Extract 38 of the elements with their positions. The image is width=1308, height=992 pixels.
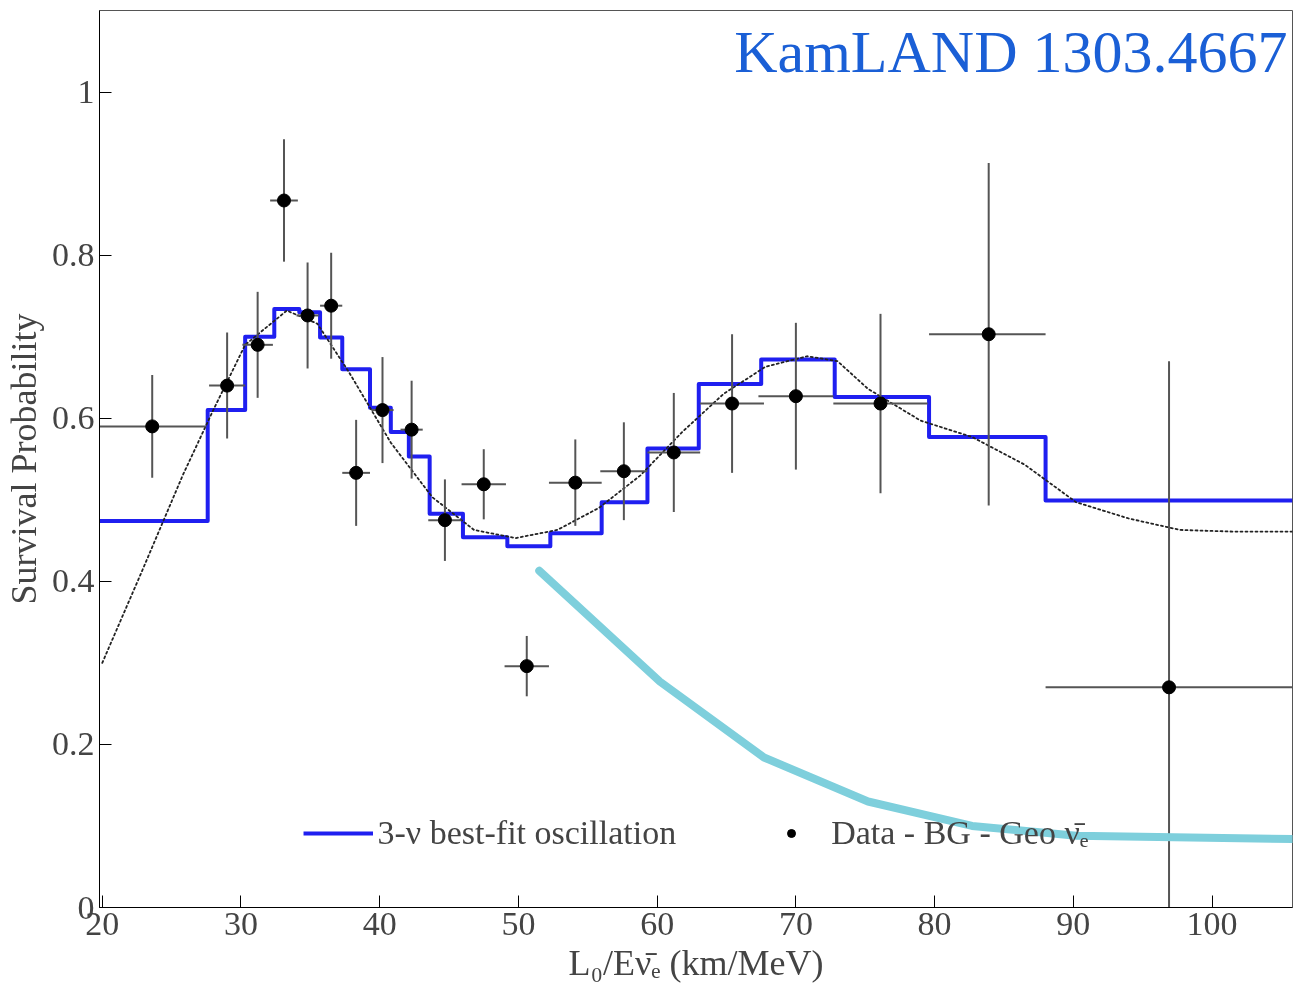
- x-tick-label: 40: [362, 904, 397, 942]
- y-tick-label: 0.4: [52, 562, 95, 600]
- y-tick-label: 0.2: [52, 725, 95, 763]
- point: [324, 298, 339, 313]
- annotation: KamLAND 1303.4667: [734, 18, 1288, 85]
- point: [788, 389, 803, 404]
- point: [1162, 680, 1177, 695]
- y-tick-label: 1: [77, 73, 95, 111]
- point: [981, 327, 996, 342]
- point: [349, 465, 364, 480]
- point: [250, 337, 265, 352]
- x-tick-label: 60: [640, 904, 675, 942]
- y-tick-label: 0.6: [52, 399, 95, 437]
- y-tick-label: 0.8: [52, 236, 95, 274]
- point: [666, 445, 681, 460]
- point: [568, 475, 583, 490]
- point: [220, 378, 235, 393]
- point: [375, 403, 390, 418]
- x-tick-label: 50: [501, 904, 536, 942]
- y-axis-title: Survival Probability: [4, 313, 44, 605]
- x-tick-label: 80: [917, 904, 952, 942]
- point: [519, 659, 534, 674]
- x-tick-label: 70: [778, 904, 813, 942]
- point: [300, 308, 315, 323]
- point: [616, 464, 631, 479]
- point: [277, 193, 291, 208]
- point: [145, 419, 160, 434]
- point: [437, 513, 452, 528]
- line-series: [101, 309, 1293, 664]
- point: [873, 396, 888, 411]
- point: [404, 422, 419, 437]
- x-tick-label: 30: [224, 904, 258, 942]
- point: [476, 477, 491, 492]
- point: [725, 396, 740, 411]
- x-tick-label: 90: [1056, 904, 1091, 942]
- legend-label: 3-ν best-fit oscillation: [377, 814, 677, 852]
- x-tick-label: 100: [1186, 904, 1238, 942]
- x-axis-title: L₀/Eν̄ₑ (km/MeV): [568, 942, 824, 983]
